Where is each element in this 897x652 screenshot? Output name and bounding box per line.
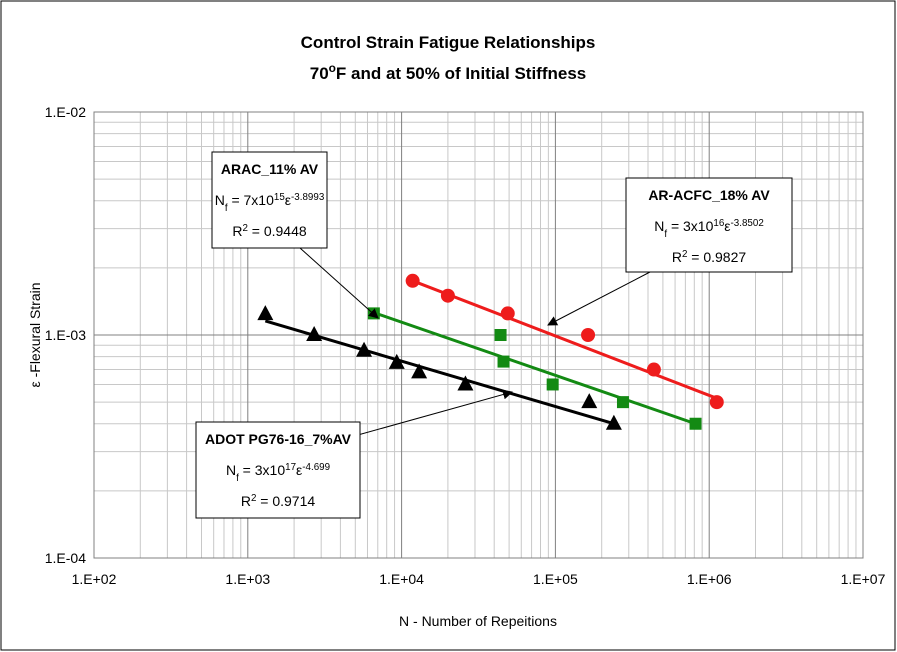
- annotation-equation: Nf = 3x1016ε-3.8502: [654, 218, 764, 240]
- text-part: ε: [285, 192, 291, 208]
- point: [689, 417, 702, 430]
- supscript: 2: [251, 493, 256, 504]
- supscript: 17: [285, 462, 296, 473]
- text-part: = 3x10: [239, 462, 286, 478]
- x-tick-label: 1.E+07: [841, 571, 886, 587]
- x-axis-label: N - Number of Repeitions: [399, 613, 557, 629]
- text-part: 70: [310, 64, 329, 83]
- annotation-equation: Nf = 3x1017ε-4.699: [226, 462, 330, 484]
- point: [581, 393, 598, 409]
- point: [440, 288, 455, 303]
- supscript: 15: [274, 192, 285, 203]
- point: [388, 353, 405, 369]
- point: [709, 395, 724, 410]
- supscript: -3.8993: [291, 192, 325, 203]
- point: [306, 326, 323, 341]
- annotation-box: [195, 421, 361, 519]
- point: [405, 273, 420, 288]
- text-part: = 0.9827: [687, 249, 746, 265]
- supscript: -3.8502: [731, 218, 764, 229]
- chart-subtitle: 70oF and at 50% of Initial Stiffness: [310, 61, 587, 83]
- point: [411, 363, 428, 379]
- x-tick-label: 1.E+04: [379, 571, 424, 587]
- trendline: [264, 319, 615, 426]
- annotation-label: AR-ACFC_18% AV: [648, 187, 770, 203]
- subscript: f: [236, 473, 239, 484]
- x-tick-label: 1.E+03: [225, 571, 270, 587]
- annotation-box: [211, 151, 328, 249]
- supscript: 2: [682, 249, 687, 260]
- point: [646, 362, 661, 377]
- text-part: = 7x10: [228, 192, 275, 208]
- x-tick-label: 1.E+02: [72, 571, 117, 587]
- supscript: 16: [713, 218, 724, 229]
- text-part: N: [654, 218, 664, 234]
- annotation-r2: R2 = 0.9714: [241, 493, 316, 510]
- annotation-arrow: [339, 389, 513, 441]
- point: [605, 414, 622, 430]
- text-part: = 3x10: [667, 218, 714, 234]
- point: [500, 306, 515, 321]
- annotation-label: ADOT PG76-16_7%AV: [205, 431, 352, 447]
- annotation-box: [625, 177, 793, 273]
- annotation-equation: Nf = 7x1015ε-3.8993: [215, 192, 325, 214]
- text-part: R: [672, 249, 682, 265]
- annotation-label: ARAC_11% AV: [221, 161, 319, 177]
- text-part: R: [232, 223, 242, 239]
- point: [497, 355, 510, 368]
- text-part: N: [215, 192, 225, 208]
- point: [257, 305, 274, 321]
- annotation-arrow: [299, 247, 379, 319]
- y-tick-label: 1.E-03: [45, 327, 86, 343]
- text-part: ε: [724, 218, 730, 234]
- text-part: N: [226, 462, 236, 478]
- subscript: f: [664, 229, 667, 240]
- x-tick-label: 1.E+05: [533, 571, 578, 587]
- plot-area: [93, 111, 864, 559]
- text-part: = 0.9714: [256, 493, 315, 509]
- trendline: [412, 279, 718, 400]
- point: [546, 378, 559, 391]
- annotation-r2: R2 = 0.9827: [672, 249, 747, 266]
- chart-title: Control Strain Fatigue Relationships: [301, 33, 596, 52]
- annotation-arrow: [547, 271, 651, 326]
- point: [457, 375, 474, 391]
- point: [581, 328, 596, 342]
- supscript: 2: [242, 223, 247, 234]
- x-tick-label: 1.E+06: [687, 571, 732, 587]
- text-part: = 0.9448: [248, 223, 307, 239]
- subscript: f: [225, 203, 228, 214]
- y-tick-label: 1.E-02: [45, 104, 86, 120]
- annotation-r2: R2 = 0.9448: [232, 223, 307, 240]
- point: [616, 396, 629, 409]
- y-axis-label: ε -Flexural Strain: [27, 282, 43, 387]
- text-part: ε: [296, 462, 302, 478]
- text-part: F and at 50% of Initial Stiffness: [336, 64, 586, 83]
- y-tick-label: 1.E-04: [45, 550, 86, 566]
- supscript: o: [329, 61, 336, 75]
- trendline: [373, 311, 697, 426]
- point: [356, 341, 373, 357]
- text-part: R: [241, 493, 251, 509]
- point: [494, 329, 507, 341]
- supscript: -4.699: [302, 462, 330, 473]
